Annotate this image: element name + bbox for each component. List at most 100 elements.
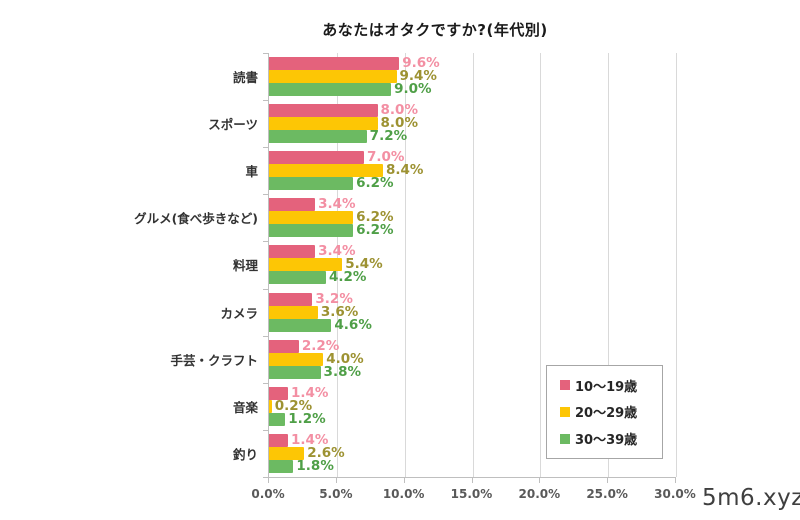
bar-segment xyxy=(269,245,316,259)
bar-segment xyxy=(269,318,332,332)
bar-segment xyxy=(269,292,313,306)
bar-value-label: 1.2% xyxy=(288,410,326,427)
x-axis-label: 30.0% xyxy=(654,487,696,501)
legend-swatch xyxy=(560,433,570,444)
x-axis-label: 25.0% xyxy=(586,487,628,501)
bar-value-label: 4.0% xyxy=(326,350,364,367)
y-axis-tick xyxy=(263,335,268,337)
y-axis-tick xyxy=(263,194,268,196)
legend-swatch xyxy=(560,406,570,417)
y-axis-tick xyxy=(263,288,268,290)
bar-row: 9.0% xyxy=(269,82,676,96)
bar-group: 2.2% 4.0% 3.8% xyxy=(269,336,676,383)
bar-segment xyxy=(269,386,288,400)
category-label: 手芸・クラフト xyxy=(170,352,258,368)
x-axis-label: 10.0% xyxy=(382,487,425,501)
bar-value-label: 6.2% xyxy=(356,175,394,192)
bar-row: 6.2% xyxy=(269,209,676,226)
chart-title: あなたはオタクですか?(年代別) xyxy=(322,21,548,39)
bar-segment xyxy=(269,352,324,366)
bar-value-label: 1.8% xyxy=(296,457,334,474)
bar-row: 0.2% xyxy=(269,397,676,414)
bar-value-label: 4.2% xyxy=(328,269,367,286)
category-label: グルメ(食べ歩きなど) xyxy=(134,211,258,227)
bar-value-label: 6.2% xyxy=(356,209,394,226)
bar-segment xyxy=(269,130,367,144)
bar-value-label: 4.6% xyxy=(334,316,372,333)
bar-segment xyxy=(269,104,378,118)
bar-value-label: 1.4% xyxy=(290,431,329,448)
bar-group: 3.4% 6.2% 6.2% xyxy=(269,194,676,241)
bar-row: 1.2% xyxy=(269,410,676,427)
x-axis-label: 15.0% xyxy=(450,487,493,501)
legend-label: 20〜29歳 xyxy=(575,406,638,422)
bar-value-label: 3.8% xyxy=(323,363,361,380)
y-axis-tick xyxy=(263,382,268,384)
x-axis-tick xyxy=(335,478,337,483)
bar-group: 3.2% 3.6% 4.6% xyxy=(269,289,676,336)
bar-segment xyxy=(269,305,318,319)
bar-segment xyxy=(269,198,316,212)
category-label: 読書 xyxy=(232,70,258,86)
x-axis-label: 0.0% xyxy=(251,487,285,501)
gridline-30 xyxy=(676,53,677,477)
y-axis-tick xyxy=(263,241,268,243)
bar-value-label: 2.2% xyxy=(301,337,340,354)
bar-row: 6.2% xyxy=(269,222,676,239)
bar-group: 1.4% 2.6% 1.8% xyxy=(269,430,676,477)
bar-segment xyxy=(269,117,378,131)
bar-value-label: 3.4% xyxy=(318,196,356,213)
bar-row: 4.6% xyxy=(269,316,676,333)
bar-value-label: 3.2% xyxy=(315,290,353,307)
bar-value-label: 6.2% xyxy=(356,222,394,239)
y-axis-tick xyxy=(263,429,268,431)
bar-segment xyxy=(269,177,354,191)
bar-segment xyxy=(269,57,400,70)
x-axis-tick xyxy=(268,478,269,483)
bar-row: 1.8% xyxy=(269,457,676,474)
x-axis-tick xyxy=(403,478,405,483)
legend-item: 10〜19歳 xyxy=(560,376,662,395)
x-axis-tick xyxy=(539,478,541,483)
bar-row: 5.4% xyxy=(269,258,676,272)
x-axis-tick xyxy=(607,478,609,483)
bar-value-label: 7.0% xyxy=(366,149,405,166)
bar-value-label: 9.6% xyxy=(402,55,440,71)
bar-row: 4.2% xyxy=(269,269,676,286)
bar-row: 6.2% xyxy=(269,175,676,192)
category-label: カメラ xyxy=(220,305,258,321)
bar-group: 9.6% 9.4% 9.0% xyxy=(269,53,676,100)
plot-area: 9.6% 9.4% 9.0% 8.0% 8.0% 7.2% 7.0% 8.4% 6.2% 3.4%… xyxy=(268,53,677,478)
bar-row: 2.6% xyxy=(269,444,676,461)
bar-segment xyxy=(269,258,343,272)
gridline-25 xyxy=(608,53,610,477)
bar-value-label: 9.4% xyxy=(399,68,437,84)
x-axis-label: 5.0% xyxy=(319,487,353,501)
bar-value-label: 2.6% xyxy=(307,444,345,461)
bar-value-label: 7.2% xyxy=(369,128,408,145)
bar-segment xyxy=(269,164,383,178)
watermark-text: 5m6.xyz xyxy=(702,485,800,511)
bar-row: 2.2% xyxy=(269,337,676,354)
bar-segment xyxy=(269,365,321,379)
bar-group: 1.4% 0.2% 1.2% xyxy=(269,383,676,430)
legend-box: 10〜19歳 20〜29歳 30〜39歳 xyxy=(546,365,663,459)
bar-row: 1.4% xyxy=(269,386,676,400)
bar-row: 3.4% xyxy=(269,243,676,260)
bar-row: 3.2% xyxy=(269,290,676,307)
bar-segment xyxy=(269,151,364,165)
bar-segment xyxy=(269,271,326,285)
legend-label: 10〜19歳 xyxy=(575,379,638,395)
legend-label: 30〜39歳 xyxy=(575,433,638,449)
bar-row: 8.4% xyxy=(269,163,676,178)
bar-row: 4.0% xyxy=(269,350,676,367)
bar-row: 9.6% xyxy=(269,55,676,71)
bar-value-label: 0.2% xyxy=(274,397,313,414)
bar-segment xyxy=(269,211,354,225)
gridline-15 xyxy=(472,53,474,477)
bar-row: 7.2% xyxy=(269,128,676,145)
bar-value-label: 3.4% xyxy=(318,243,356,260)
bar-segment xyxy=(269,446,305,460)
bar-value-label: 3.6% xyxy=(320,303,359,320)
y-axis-tick xyxy=(263,147,268,149)
